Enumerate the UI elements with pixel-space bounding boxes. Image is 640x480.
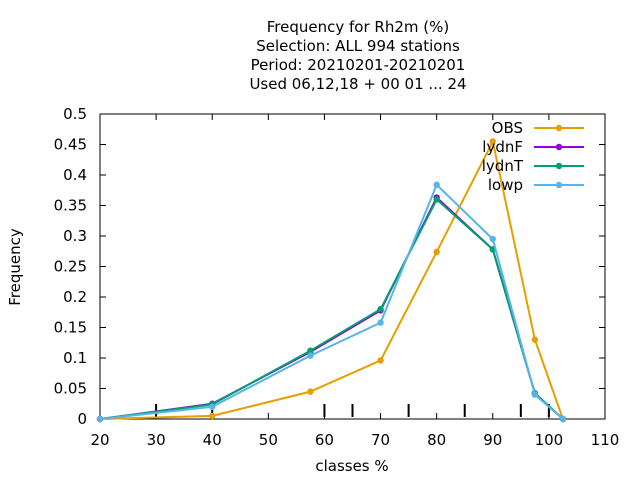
data-point [531,336,539,343]
y-tick-label: 0 [77,410,87,428]
title-line-1: Frequency for Rh2m (%) [267,18,449,36]
data-point [489,235,496,243]
x-axis-minor-marks [155,404,550,417]
series-line [99,196,564,420]
legend-label: lydnT [482,157,524,175]
y-tick-label: 0.25 [54,258,87,276]
y-tick-label: 0.05 [54,380,87,398]
data-point [209,403,216,410]
series-line [99,183,564,420]
data-point [489,138,496,145]
legend-label: OBS [492,119,523,137]
series-line [99,140,564,420]
data-point [209,412,216,420]
y-tick-label: 0.3 [63,227,87,245]
x-tick-label: 30 [147,431,166,449]
y-tick-label: 0.4 [63,166,87,184]
y-tick-label: 0.1 [63,349,87,367]
data-point [433,248,440,256]
y-tick-label: 0.35 [54,197,87,215]
y-axis-label: Frequency [6,228,24,306]
x-tick-label: 80 [427,431,446,449]
data-point [559,415,567,423]
series-lydnF [96,194,567,423]
data-point [96,415,104,423]
x-tick-label: 70 [371,431,390,449]
legend-label: lydnF [482,138,523,156]
data-point [377,319,384,326]
legend-item-OBS: OBS [492,119,584,137]
x-axis-ticks: 20 30 40 50 60 70 80 90 100 110 [90,114,619,449]
data-point [307,388,314,395]
y-tick-label: 0.5 [63,105,87,123]
y-tick-label: 0.45 [54,136,87,154]
legend-item-lydnT: lydnT [482,157,584,175]
title-line-2: Selection: ALL 994 stations [256,37,460,55]
title-line-3: Period: 20210201-20210201 [251,56,466,74]
legend-item-lowp: lowp [488,176,584,194]
chart-title: Frequency for Rh2m (%) Selection: ALL 99… [249,18,466,93]
data-point [307,347,314,354]
y-axis-ticks: 0 0.05 0.1 0.15 0.2 0.25 0.3 0.35 0.4 0.45 0.5 [54,105,605,428]
legend-marker [555,124,563,132]
series-layer [96,138,567,423]
data-point [531,391,539,398]
y-tick-label: 0.2 [63,288,87,306]
x-tick-label: 50 [259,431,278,449]
series-line [99,198,564,420]
title-line-4: Used 06,12,18 + 00 01 ... 24 [249,75,466,93]
x-tick-label: 90 [483,431,502,449]
legend-marker [555,162,563,170]
series-lowp [96,181,567,423]
data-point [433,196,440,203]
data-point [307,352,314,359]
x-tick-label: 20 [90,431,109,449]
legend-label: lowp [488,176,523,194]
x-tick-label: 110 [591,431,620,449]
x-tick-label: 60 [315,431,334,449]
data-point [377,357,384,364]
x-tick-label: 40 [203,431,222,449]
legend-item-lydnF: lydnF [482,138,584,156]
x-axis-label: classes % [315,457,388,475]
x-tick-label: 100 [535,431,564,449]
legend-marker [555,143,563,151]
y-tick-label: 0.15 [54,319,87,337]
series-lydnT [96,196,567,423]
data-point [377,306,384,313]
legend-marker [555,181,563,189]
data-point [433,181,440,188]
